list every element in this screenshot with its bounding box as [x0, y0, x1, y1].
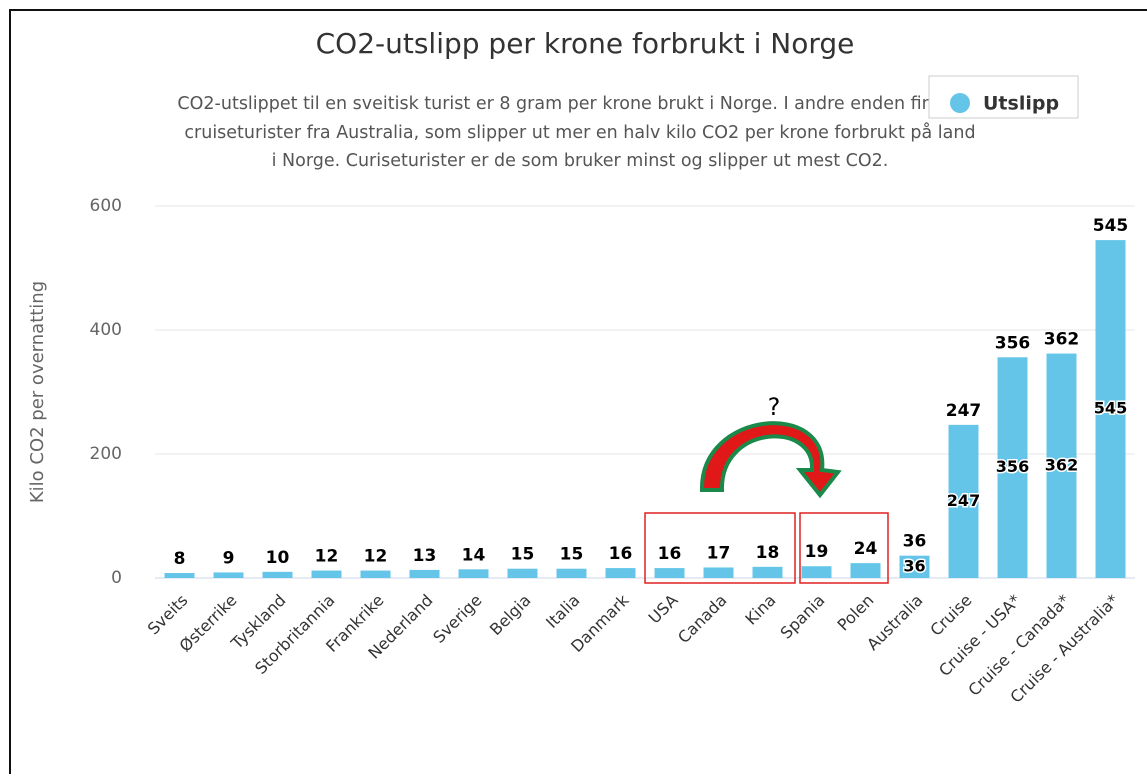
legend: Utslipp: [928, 75, 1079, 119]
data-label: 9: [223, 548, 235, 568]
y-tick-label: 400: [90, 320, 122, 340]
data-label: 545: [1093, 216, 1129, 236]
data-label-inside: 356: [996, 457, 1029, 476]
chart-title: CO2-utslipp per krone forbrukt i Norge: [316, 27, 855, 60]
data-label: 356: [995, 333, 1031, 353]
bar: [948, 424, 979, 578]
subtitle: cruiseturister fra Australia, som slippe…: [184, 122, 975, 143]
data-label: 12: [315, 547, 339, 567]
data-label: 19: [805, 542, 829, 562]
data-label-inside: 247: [947, 491, 980, 510]
bar: [262, 571, 293, 578]
data-label-inside: 36: [903, 556, 925, 575]
data-label: 247: [946, 401, 982, 421]
data-label-inside: 362: [1045, 455, 1078, 474]
annotation: ?: [768, 393, 781, 421]
y-tick-label: 600: [90, 196, 122, 216]
highlight-box: [644, 512, 796, 584]
data-label-inside: 545: [1094, 399, 1127, 418]
bar: [654, 568, 685, 578]
bar: [213, 572, 244, 578]
bar: [311, 570, 342, 578]
highlight-box: [799, 512, 889, 584]
data-label: 36: [903, 532, 927, 552]
data-label: 13: [413, 546, 437, 566]
data-label: 18: [756, 543, 780, 563]
data-label: 24: [854, 539, 878, 559]
bar: [703, 567, 734, 578]
data-label: 14: [462, 545, 486, 565]
subtitle: i Norge. Curiseturister er de som bruker…: [272, 151, 889, 171]
bar: [1046, 353, 1077, 578]
bar: [752, 566, 783, 578]
data-label: 10: [266, 548, 290, 568]
frame: [9, 9, 1147, 778]
y-tick-label: 0: [111, 568, 122, 588]
bar: [899, 555, 930, 578]
bar: [556, 568, 587, 578]
bar: [1095, 240, 1126, 578]
data-label: 15: [560, 545, 584, 565]
data-label: 16: [658, 544, 682, 564]
arrow: [699, 421, 842, 499]
legend-marker: [950, 93, 970, 113]
data-label: 17: [707, 543, 731, 563]
bar: [458, 569, 489, 578]
data-label: 8: [174, 549, 186, 569]
data-label: 16: [609, 544, 633, 564]
bar: [850, 563, 881, 578]
bar: [409, 569, 440, 578]
subtitle: CO2-utslippet til en sveitisk turist er …: [177, 94, 982, 114]
bar: [801, 566, 832, 578]
data-label: 362: [1044, 330, 1080, 350]
data-label: 15: [511, 545, 535, 565]
bar: [164, 573, 195, 578]
bar: [605, 568, 636, 578]
y-axis-label: Kilo CO2 per overnatting: [27, 281, 48, 503]
legend-label: Utslipp: [983, 93, 1059, 115]
data-label: 12: [364, 547, 388, 567]
bar: [997, 357, 1028, 578]
bar: [360, 570, 391, 578]
y-tick-label: 200: [90, 444, 122, 464]
bar: [507, 568, 538, 578]
